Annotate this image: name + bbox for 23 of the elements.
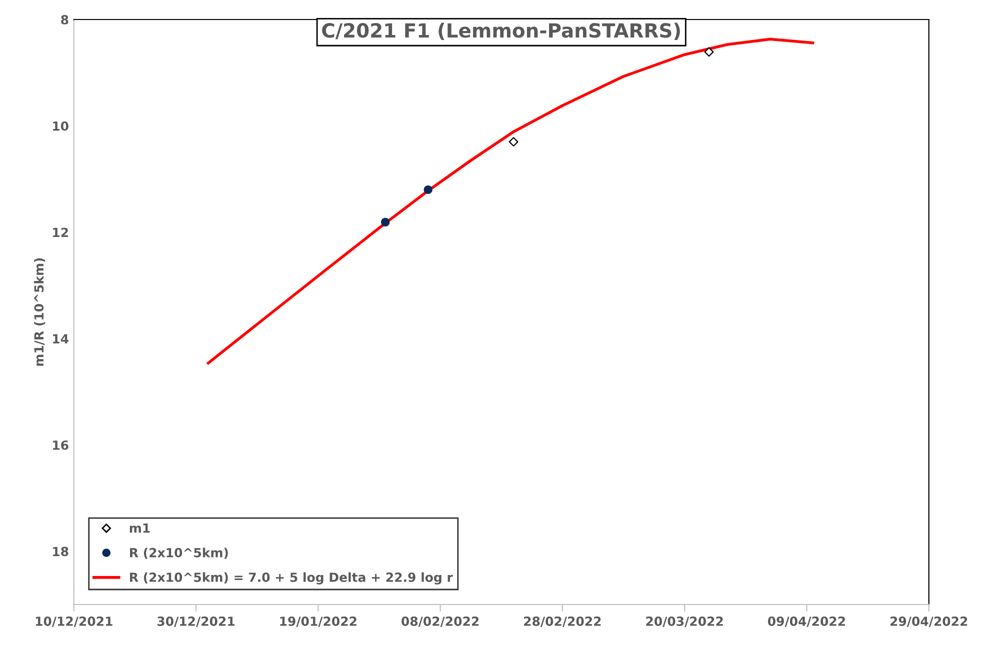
x-tick-label: 19/01/2022 bbox=[280, 616, 356, 627]
y-tick-label: 18 bbox=[53, 546, 68, 556]
x-tick-label: 10/12/2021 bbox=[36, 616, 112, 627]
legend-label: R (2x10^5km) bbox=[130, 548, 228, 559]
y-tick-label: 14 bbox=[53, 334, 68, 344]
x-tick-label: 09/04/2022 bbox=[768, 616, 845, 627]
x-tick-label: 20/03/2022 bbox=[646, 616, 723, 627]
y-axis-title: m1/R (10^5km) bbox=[34, 258, 46, 366]
x-tick-label: 30/12/2021 bbox=[157, 616, 235, 627]
point bbox=[424, 185, 432, 194]
y-tick-label: 8 bbox=[61, 14, 68, 24]
y-tick-label: 12 bbox=[53, 228, 68, 237]
y-tick-label: 16 bbox=[53, 440, 68, 450]
x-tick-label: 08/02/2022 bbox=[402, 616, 479, 627]
x-tick-label: 28/02/2022 bbox=[524, 616, 601, 627]
y-tick-label: 10 bbox=[53, 121, 68, 131]
point bbox=[704, 47, 714, 57]
point bbox=[380, 218, 390, 226]
chart-title: C/2021 F1 (Lemmon-PanSTARRS) bbox=[322, 22, 680, 40]
legend-label: R (2x10^5km) = 7.0 + 5 log Delta + 22.9 log r bbox=[130, 572, 453, 584]
point bbox=[508, 137, 518, 147]
legend-label: m1 bbox=[130, 523, 150, 533]
x-tick-label: 29/04/2022 bbox=[890, 616, 968, 627]
